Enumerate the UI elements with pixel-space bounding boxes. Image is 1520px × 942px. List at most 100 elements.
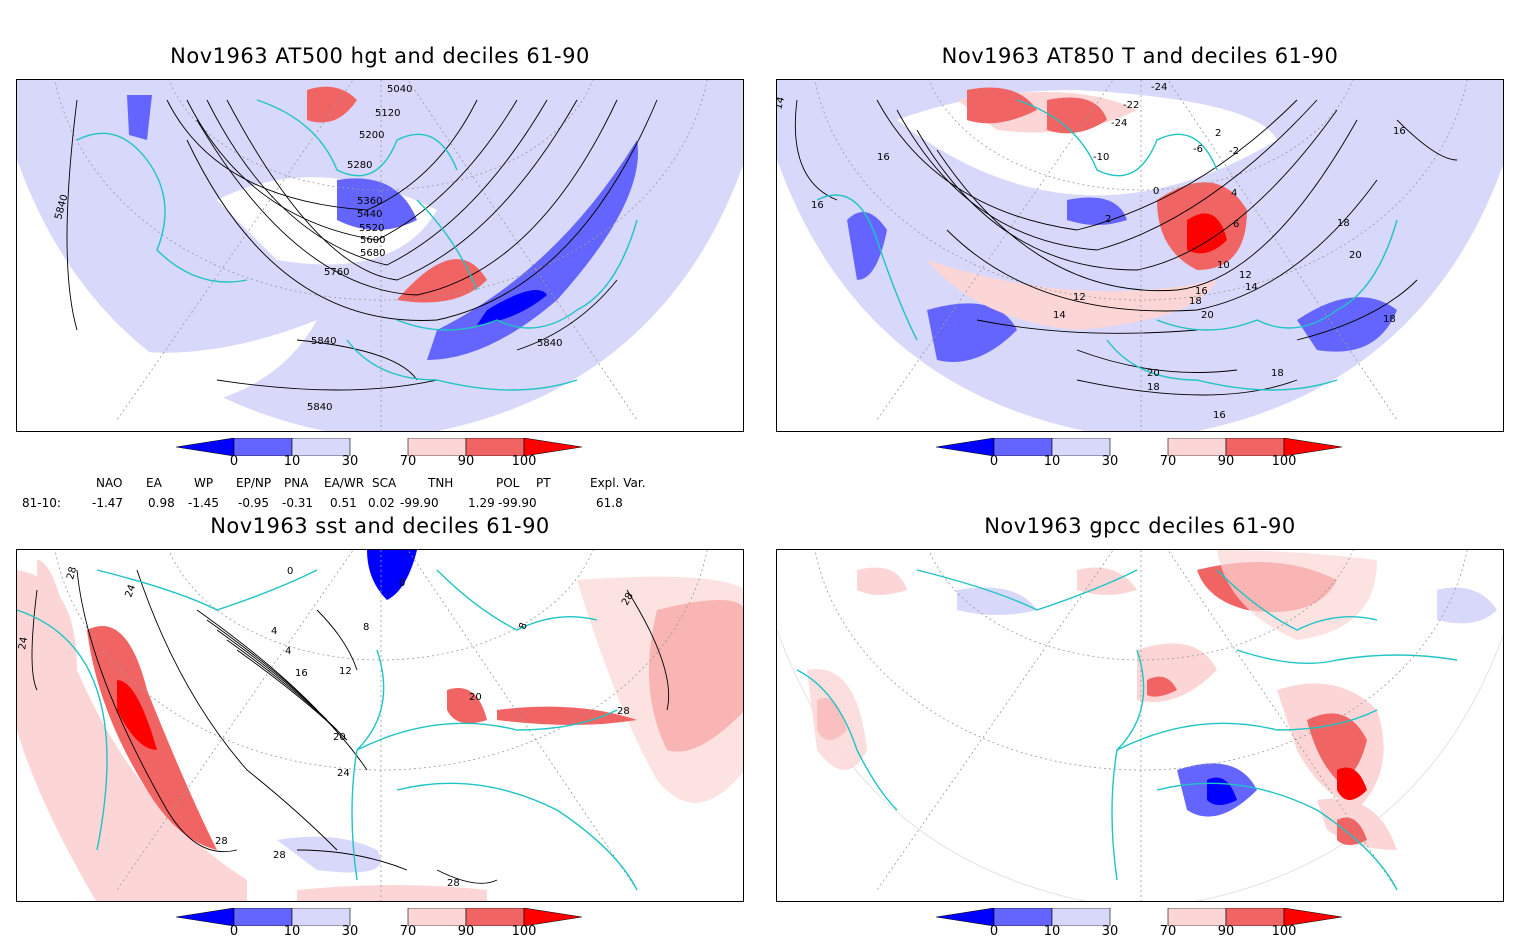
- colorbar-tick: 10: [283, 924, 301, 939]
- panel1-map: 5040 5120 5200 5280 5360 5440 5520 5600 …: [16, 79, 744, 432]
- index-header: TNH: [428, 476, 454, 490]
- colorbar-tick: 100: [1271, 924, 1297, 939]
- contour-label: 18: [1271, 368, 1284, 379]
- contour-label: 5840: [307, 402, 332, 413]
- period-label: 81-10:: [22, 496, 61, 510]
- contour-label: -24: [1151, 82, 1167, 93]
- colorbar-tick: 0: [989, 924, 999, 939]
- colorbar-2: 0 10 30 70 90 100: [935, 437, 1356, 472]
- panel4-map-svg: [777, 550, 1503, 901]
- panel2-map-svg: 14 16 16 -22 -24 -24 -10 -6 -2 2 0 2 4 6…: [777, 80, 1503, 431]
- contour-label: 20: [1349, 250, 1362, 261]
- colorbar-3-svg: [175, 907, 583, 927]
- contour-label: 20: [1201, 310, 1214, 321]
- contour-label: 5600: [360, 235, 385, 246]
- colorbar-4: 0 10 30 70 90 100: [935, 907, 1356, 942]
- colorbar-tick: 0: [229, 924, 239, 939]
- contour-label: 28: [273, 850, 286, 861]
- contour-label: 28: [617, 706, 630, 717]
- index-header: EP/NP: [236, 476, 272, 490]
- contour-label: 12: [339, 666, 352, 677]
- contour-label: 14: [1245, 282, 1258, 293]
- colorbar-tick: 70: [1159, 924, 1177, 939]
- colorbar-tick: 70: [1159, 454, 1177, 469]
- contour-label: 8: [363, 622, 369, 633]
- contour-label: -24: [1111, 118, 1127, 129]
- colorbar-1: 0 10 30 70 90 100: [175, 437, 596, 472]
- colorbar-1-svg: [175, 437, 583, 457]
- contour-label: 16: [1393, 126, 1406, 137]
- colorbar-tick: 30: [1101, 454, 1119, 469]
- contour-label: 4: [1231, 188, 1237, 199]
- contour-label: 5520: [359, 223, 384, 234]
- teleconnection-table: NAO EA WP EP/NP PNA EA/WR SCA TNH POL PT…: [22, 474, 722, 514]
- colorbar-tick: 100: [511, 454, 537, 469]
- index-value: 0.98: [148, 496, 175, 510]
- contour-label: 5760: [324, 267, 349, 278]
- neg-anomaly: [337, 178, 417, 230]
- contour-label: 24: [123, 583, 138, 599]
- colorbar-tick: 70: [399, 924, 417, 939]
- contour-label: -10: [1093, 152, 1109, 163]
- contour-label: 24: [17, 636, 30, 650]
- panel3-title: Nov1963 sst and deciles 61-90: [210, 514, 550, 538]
- colorbar-tick: 90: [457, 924, 475, 939]
- height-contours: [66, 99, 658, 391]
- colorbar-tick: 10: [1043, 454, 1061, 469]
- panel1-map-svg: 5040 5120 5200 5280 5360 5440 5520 5600 …: [17, 80, 743, 431]
- contour-label: 0: [1153, 186, 1159, 197]
- contour-label: 4: [271, 626, 277, 637]
- colorbar-tick: 0: [229, 454, 239, 469]
- contour-label: 5360: [357, 196, 382, 207]
- index-value: -99.90: [400, 496, 439, 510]
- colorbar-4-svg: [935, 907, 1343, 927]
- panel2-title: Nov1963 AT850 T and deciles 61-90: [941, 44, 1339, 68]
- index-value: 1.29: [468, 496, 495, 510]
- colorbar-tick: 90: [1217, 454, 1235, 469]
- contour-label: 28: [215, 836, 228, 847]
- contour-label: 4: [285, 646, 291, 657]
- index-header: SCA: [372, 476, 397, 490]
- contour-label: 14: [1053, 310, 1066, 321]
- colorbar-tick: 100: [1271, 454, 1297, 469]
- contour-label: 28: [447, 878, 460, 889]
- contour-label: 20: [1147, 368, 1160, 379]
- index-header: POL: [496, 476, 520, 490]
- panel4-map: [776, 549, 1504, 902]
- neg-anomaly-band: [427, 140, 638, 360]
- contour-label: 18: [1147, 382, 1160, 393]
- index-header: NAO: [96, 476, 123, 490]
- index-header: Expl. Var.: [590, 476, 646, 490]
- contour-label: 5840: [537, 338, 562, 349]
- colorbar-tick: 30: [341, 454, 359, 469]
- contour-label: 18: [1189, 296, 1202, 307]
- contour-label: 5040: [387, 84, 412, 95]
- colorbar-tick: 70: [399, 454, 417, 469]
- contour-label: 2: [1215, 128, 1221, 139]
- graticule: [54, 80, 708, 431]
- panel4-title: Nov1963 gpcc deciles 61-90: [984, 514, 1296, 538]
- contour-label: 20: [469, 692, 482, 703]
- contour-label: 10: [1217, 260, 1230, 271]
- colorbar-tick: 30: [341, 924, 359, 939]
- index-header: PT: [536, 476, 551, 490]
- contour-label: 5280: [347, 160, 372, 171]
- contour-label: 14: [777, 96, 787, 111]
- colorbar-tick: 10: [1043, 924, 1061, 939]
- contour-label: 18: [1337, 218, 1350, 229]
- panel3-map-svg: 28 24 24 0 0 4 4 8 12 16 20 24 28 28 28 …: [17, 550, 743, 901]
- index-header: PNA: [284, 476, 309, 490]
- index-value: 61.8: [596, 496, 623, 510]
- panel1-title: Nov1963 AT500 hgt and deciles 61-90: [170, 44, 590, 68]
- colorbar-tick: 30: [1101, 924, 1119, 939]
- contour-label: 0: [287, 566, 293, 577]
- colorbar-tick: 90: [457, 454, 475, 469]
- colorbar-tick: 10: [283, 454, 301, 469]
- contour-label: 24: [337, 768, 350, 779]
- index-value: -1.47: [92, 496, 124, 510]
- contour-label: 20: [333, 732, 346, 743]
- contour-label: 5840: [311, 336, 336, 347]
- colorbar-tick: 100: [511, 924, 537, 939]
- contour-label: 12: [1239, 270, 1252, 281]
- contour-label: 5200: [359, 130, 384, 141]
